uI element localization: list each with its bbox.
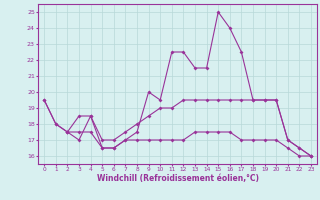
X-axis label: Windchill (Refroidissement éolien,°C): Windchill (Refroidissement éolien,°C) bbox=[97, 174, 259, 183]
